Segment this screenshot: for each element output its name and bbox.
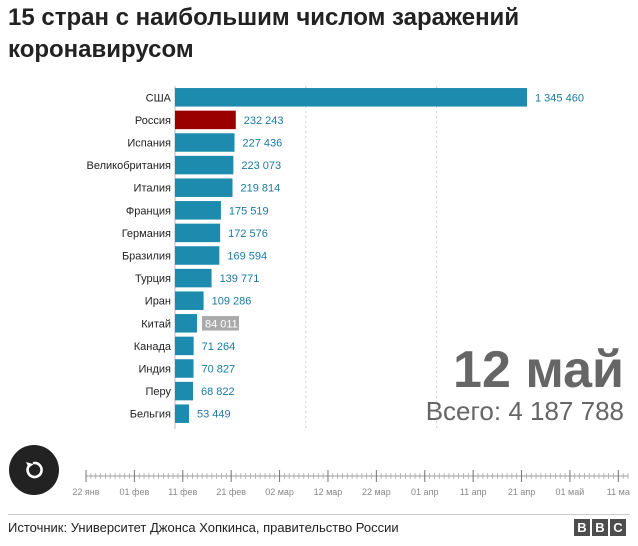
bar: [175, 133, 235, 152]
value-label: 1 345 460: [535, 92, 584, 104]
timeline-tick-label: 11 апр: [460, 487, 487, 497]
timeline-tick-label: 21 апр: [508, 487, 535, 497]
value-label-background: [201, 316, 239, 331]
timeline-axis: 22 янв 01 фев 11 фев 21 фев 02 мар 12 мар 22 м…: [72, 470, 630, 497]
timeline-tick-label: 01 апр: [411, 487, 438, 497]
bar-chart: США 1 345 460 Россия 232 243 Испания 227 436 В…: [72, 86, 630, 497]
value-label: 139 771: [220, 273, 260, 285]
value-label: 172 576: [228, 228, 268, 240]
category-label: Германия: [122, 228, 171, 240]
bar: [175, 178, 233, 197]
value-label: 68 822: [201, 386, 235, 398]
timeline-tick-label: 11 фев: [168, 487, 197, 497]
bar: [175, 381, 194, 401]
bar: [175, 336, 194, 356]
category-label: Бельгия: [130, 409, 171, 421]
value-label: 223 073: [241, 160, 281, 172]
value-label: 70 827: [202, 364, 236, 376]
value-label: 109 286: [212, 296, 252, 308]
bbc-logo: B B C: [574, 519, 626, 536]
category-label: Перу: [145, 386, 171, 398]
category-label: Испания: [127, 138, 171, 150]
category-label: Индия: [138, 364, 171, 376]
replay-button[interactable]: [9, 445, 59, 495]
category-label: Великобритания: [87, 160, 172, 172]
value-label: 169 594: [227, 251, 267, 263]
value-label: 84 011: [205, 318, 238, 330]
category-label: Франция: [126, 205, 171, 217]
timeline-tick-label: 21 фев: [216, 487, 246, 497]
category-label: Россия: [135, 115, 171, 127]
timeline-tick-label: 01 май: [556, 487, 585, 497]
chart-title: 15 стран с наибольшим числом заражений к…: [8, 4, 520, 63]
footer-divider: [8, 514, 630, 515]
timeline-tick-label: 12 мар: [314, 487, 343, 497]
category-label: Китай: [141, 318, 171, 330]
bar: [175, 110, 236, 130]
timeline-tick-label: 22 мар: [362, 487, 391, 497]
chart-bars: США 1 345 460 Россия 232 243 Испания 227 436 В…: [87, 88, 584, 423]
bar: [175, 223, 221, 243]
bbc-logo-letter: C: [610, 519, 626, 536]
total-cases: Всего: 4 187 788: [426, 395, 624, 427]
bar: [175, 246, 220, 265]
value-label: 219 814: [241, 183, 281, 195]
category-label: Турция: [135, 273, 171, 285]
bar: [175, 201, 221, 220]
bar: [175, 314, 197, 333]
category-label: Канада: [134, 341, 172, 353]
bbc-logo-letter: B: [574, 519, 590, 536]
current-date: 12 май: [453, 341, 624, 399]
timeline-tick-label: 11 ма: [607, 487, 630, 497]
value-label: 53 449: [197, 409, 231, 421]
value-label: 71 264: [202, 341, 236, 353]
value-label: 232 243: [244, 115, 284, 127]
value-label: 175 519: [229, 205, 269, 217]
bbc-logo-letter: B: [592, 519, 608, 536]
bar: [175, 88, 527, 107]
bar: [175, 404, 189, 423]
bar: [175, 359, 194, 378]
category-label: Иран: [145, 296, 171, 308]
source-note: Источник: Университет Джонса Хопкинса, п…: [8, 520, 399, 535]
total-prefix: Всего:: [425, 396, 509, 426]
timeline-tick-label: 01 фев: [120, 487, 150, 497]
total-value: 4 187 788: [508, 396, 624, 426]
category-label: Италия: [134, 183, 172, 195]
timeline-tick-label: 22 янв: [72, 487, 99, 497]
bar: [175, 155, 234, 175]
category-label: США: [146, 92, 172, 104]
replay-icon: [26, 461, 43, 479]
bar: [175, 268, 212, 288]
category-label: Бразилия: [122, 251, 171, 263]
value-label: 227 436: [243, 138, 283, 150]
bar: [175, 291, 204, 310]
timeline-tick-label: 02 мар: [265, 487, 294, 497]
